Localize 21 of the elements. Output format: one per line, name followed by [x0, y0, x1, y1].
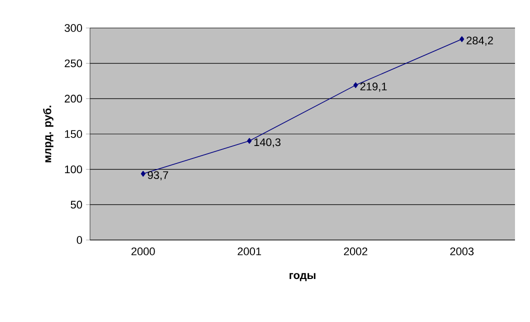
data-label: 93,7 — [148, 171, 168, 180]
y-tick-label: 200 — [64, 94, 82, 103]
y-tick-label: 250 — [64, 59, 82, 68]
y-tick-label: 300 — [64, 24, 82, 32]
y-tick-label: 150 — [65, 130, 82, 138]
data-label: 219,1 — [360, 82, 387, 92]
x-axis-title: годы — [290, 273, 316, 282]
y-axis-title: млрд. руб. — [43, 106, 54, 162]
data-label: 140,3 — [254, 138, 280, 148]
y-tick-label: 100 — [65, 165, 82, 174]
point — [140, 170, 146, 177]
point — [353, 82, 358, 88]
x-tick-label: 2001 — [238, 248, 262, 256]
x-tick-label: 2000 — [131, 248, 155, 256]
x-tick-label: 2003 — [450, 248, 474, 256]
data-label: 284,2 — [466, 36, 493, 46]
point — [460, 36, 464, 42]
point — [247, 138, 252, 144]
y-tick-label: 0 — [76, 236, 82, 244]
y-tick-label: 50 — [70, 200, 82, 209]
x-tick-label: 2002 — [344, 248, 368, 256]
